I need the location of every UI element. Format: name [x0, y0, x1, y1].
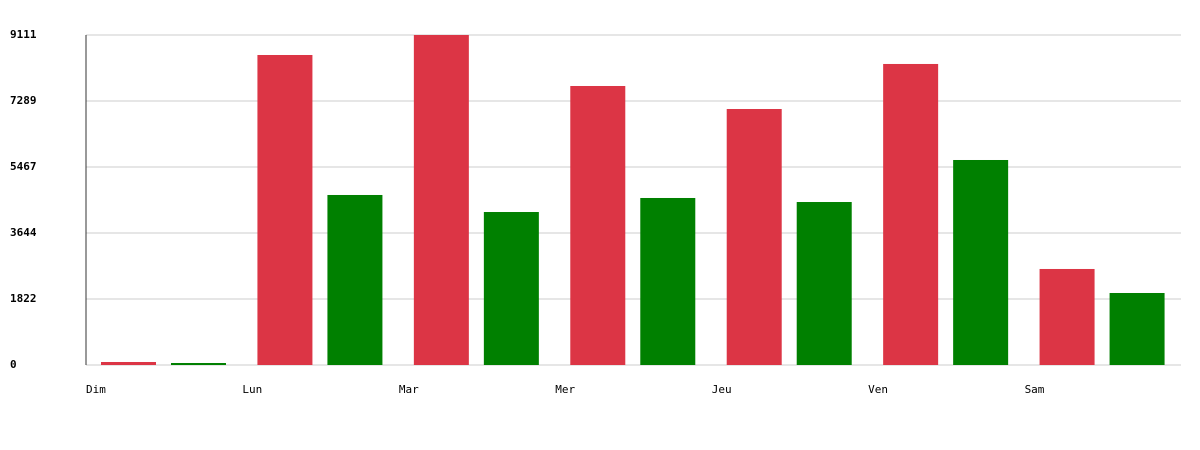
bar [570, 85, 626, 366]
bar [483, 212, 539, 365]
bar [171, 363, 226, 365]
x-tick-label: Ven [868, 383, 888, 396]
x-tick-label: Jeu [712, 383, 732, 396]
bar [413, 35, 469, 365]
y-tick-label: 5467 [10, 160, 37, 173]
y-tick-label: 0 [10, 358, 17, 371]
x-tick-label: Dim [86, 383, 106, 396]
x-tick-label: Mar [399, 383, 419, 396]
bar [796, 202, 852, 365]
x-tick-label: Sam [1025, 383, 1045, 396]
bar [101, 361, 156, 365]
x-tick-label: Lun [242, 383, 262, 396]
x-tick-label: Mer [555, 383, 575, 396]
y-tick-label: 7289 [10, 94, 37, 107]
y-tick-label: 3644 [10, 226, 37, 239]
bar [953, 159, 1009, 365]
bar [257, 54, 313, 366]
bar [1039, 268, 1095, 365]
bar [640, 197, 696, 365]
bar [883, 63, 939, 366]
bar [327, 194, 383, 365]
y-tick-label: 9111 [10, 28, 37, 41]
bar [1109, 292, 1165, 365]
bar [726, 108, 782, 365]
y-tick-label: 1822 [10, 292, 37, 305]
